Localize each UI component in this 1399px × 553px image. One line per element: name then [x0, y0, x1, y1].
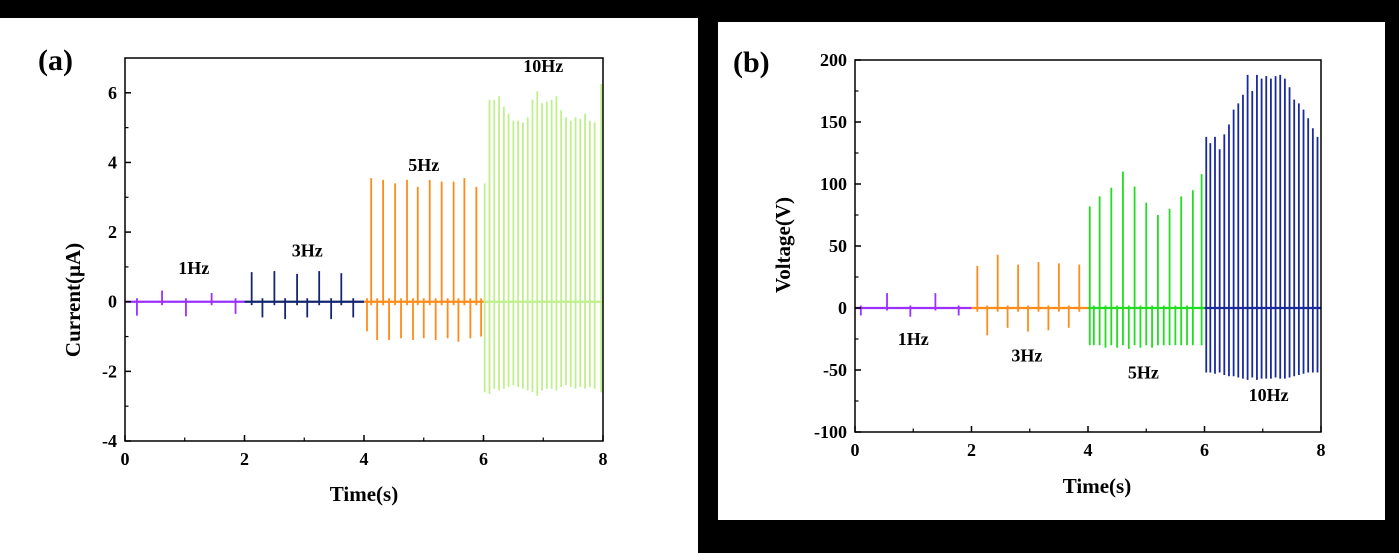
annotation-3Hz: 3Hz [292, 240, 323, 260]
series-5Hz [1088, 171, 1205, 349]
y-tick-label: 150 [820, 112, 847, 132]
y-tick-label: 0 [108, 292, 117, 312]
series-10Hz [1204, 74, 1321, 380]
x-tick-label: 0 [851, 440, 860, 460]
panel-a-ticks: 0 2 4 6 8 -4 -2 0 2 4 6 [102, 83, 608, 469]
y-tick-label: -2 [102, 361, 117, 381]
axes-frame [124, 57, 604, 442]
panel-a-annotations: 1Hz 3Hz 5Hz 10Hz [178, 56, 563, 278]
x-tick-label: 0 [121, 449, 130, 469]
panel-a-label: (a) [38, 44, 73, 77]
panel-b-label: (b) [733, 46, 770, 79]
y-tick-label: 50 [829, 236, 847, 256]
annotation-10Hz: 10Hz [1249, 385, 1289, 405]
x-tick-label: 2 [240, 449, 249, 469]
series-3Hz [971, 254, 1088, 336]
annotation-5Hz: 5Hz [408, 155, 439, 175]
series-1Hz [125, 290, 245, 317]
panel-b-background [718, 22, 1385, 520]
x-tick-label: 8 [1317, 440, 1326, 460]
panel-b-series [855, 74, 1321, 380]
frame-top-left [0, 0, 698, 18]
annotation-5Hz: 5Hz [1128, 363, 1159, 383]
panel-b-annotations: 1Hz 3Hz 5Hz 10Hz [898, 329, 1289, 405]
x-tick-label: 2 [967, 440, 976, 460]
x-tick-label: 6 [479, 449, 488, 469]
y-tick-label: -4 [102, 431, 117, 451]
annotation-1Hz: 1Hz [898, 329, 929, 349]
y-tick-label: -50 [823, 360, 847, 380]
panel-b: (b) 0 2 4 6 8 -100 -50 0 50 100 150 200 1Hz 3Hz 5Hz 10… [733, 46, 1326, 498]
y-tick-label: 2 [108, 222, 117, 242]
series-5Hz [364, 178, 484, 342]
annotation-1Hz: 1Hz [178, 258, 209, 278]
series-1Hz [855, 293, 972, 317]
panel-b-ylabel: Voltage(V) [771, 197, 795, 293]
y-tick-label: -100 [814, 422, 847, 442]
annotation-10Hz: 10Hz [523, 56, 563, 76]
panel-a-series [125, 84, 603, 396]
x-tick-label: 8 [599, 449, 608, 469]
frame-bottom-right [698, 520, 1399, 553]
y-tick-label: 200 [820, 50, 847, 70]
series-3Hz [244, 271, 364, 320]
frame-right [1385, 0, 1399, 553]
panel-b-xlabel: Time(s) [1063, 474, 1131, 498]
panel-a-xlabel: Time(s) [330, 482, 398, 506]
x-tick-label: 4 [360, 449, 369, 469]
y-tick-label: 100 [820, 174, 847, 194]
y-tick-label: 6 [108, 83, 117, 103]
frame-divider [698, 0, 718, 553]
y-tick-label: 0 [838, 298, 847, 318]
panel-a-ylabel: Current(μA) [61, 243, 85, 357]
annotation-3Hz: 3Hz [1011, 345, 1042, 365]
x-tick-label: 4 [1084, 440, 1093, 460]
panel-a-axes [124, 57, 604, 442]
frame-top-right [718, 0, 1399, 22]
y-tick-label: 4 [108, 152, 117, 172]
panel-b-ticks: 0 2 4 6 8 -100 -50 0 50 100 150 200 [814, 50, 1326, 460]
x-tick-label: 6 [1200, 440, 1209, 460]
series-10Hz [483, 84, 603, 396]
